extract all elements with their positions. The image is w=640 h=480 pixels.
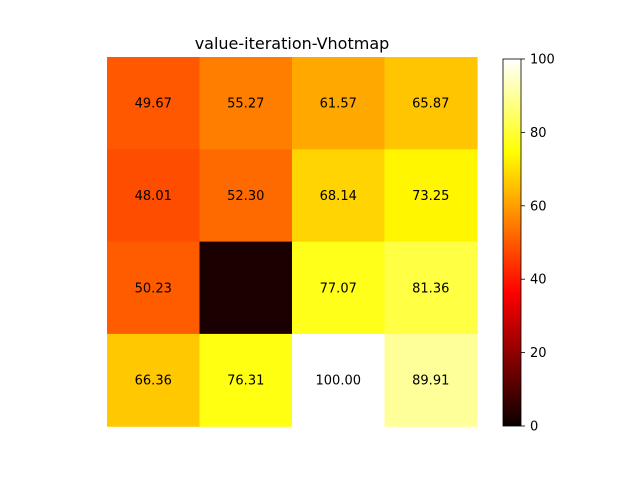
cell-value-label-r2-c3: 81.36 <box>412 281 449 296</box>
heatmap-cell-r2-c3 <box>384 241 478 335</box>
colorbar-tick-label: 0 <box>530 420 538 435</box>
heatmap-cell-r0-c2 <box>292 57 386 150</box>
cell-value-label-r0-c2: 61.57 <box>320 97 357 112</box>
heatmap-cells <box>107 57 478 427</box>
heatmap-cell-r2-c0 <box>107 241 201 335</box>
heatmap-cell-r0-c0 <box>107 57 201 150</box>
heatmap-cell-r0-c3 <box>384 57 478 150</box>
heatmap-cell-r3-c1 <box>199 333 293 427</box>
cell-value-label-r0-c1: 55.27 <box>227 97 264 112</box>
colorbar-ticks: 0 20 40 60 80 100 <box>521 53 555 435</box>
heatmap-cell-r3-c3 <box>384 333 478 427</box>
colorbar-tick-label: 20 <box>530 346 547 361</box>
cell-value-label-r2-c2: 77.07 <box>320 281 357 296</box>
heatmap-cell-labels: 49.67 55.27 61.57 65.87 48.01 52.30 68.14 73.25… <box>135 97 450 389</box>
heatmap-cell-r1-c2 <box>292 149 386 243</box>
colorbar-tick-label: 40 <box>530 273 547 288</box>
heatmap-cell-r3-c0 <box>107 333 201 427</box>
colorbar: 0 20 40 60 80 100 <box>502 53 555 435</box>
heatmap-cell-r1-c3 <box>384 149 478 243</box>
cell-value-label-r0-c3: 65.87 <box>412 97 449 112</box>
colorbar-tick-label: 60 <box>530 199 547 214</box>
chart-title: value-iteration-Vhotmap <box>195 34 390 53</box>
heatmap-cell-r0-c1 <box>199 57 293 150</box>
heatmap-cell-r2-c2 <box>292 241 386 335</box>
heatmap-cell-r1-c0 <box>107 149 201 243</box>
cell-value-label-r1-c2: 68.14 <box>320 189 357 204</box>
cell-value-label-r3-c2: 100.00 <box>316 374 362 389</box>
cell-value-label-r3-c0: 66.36 <box>135 374 172 389</box>
cell-value-label-r1-c0: 48.01 <box>135 189 172 204</box>
colorbar-gradient <box>502 58 522 427</box>
colorbar-tick-label: 80 <box>530 126 547 141</box>
cell-value-label-r3-c1: 76.31 <box>227 374 264 389</box>
heatmap-cell-r1-c1 <box>199 149 293 243</box>
cell-value-label-r3-c3: 89.91 <box>412 374 449 389</box>
cell-value-label-r1-c3: 73.25 <box>412 189 449 204</box>
heatmap-cell-r2-c1 <box>199 241 293 335</box>
cell-value-label-r1-c1: 52.30 <box>227 189 264 204</box>
cell-value-label-r0-c0: 49.67 <box>135 97 172 112</box>
heatmap-cell-r3-c2 <box>292 333 386 427</box>
colorbar-tick-label: 100 <box>530 53 555 68</box>
cell-value-label-r2-c0: 50.23 <box>135 281 172 296</box>
